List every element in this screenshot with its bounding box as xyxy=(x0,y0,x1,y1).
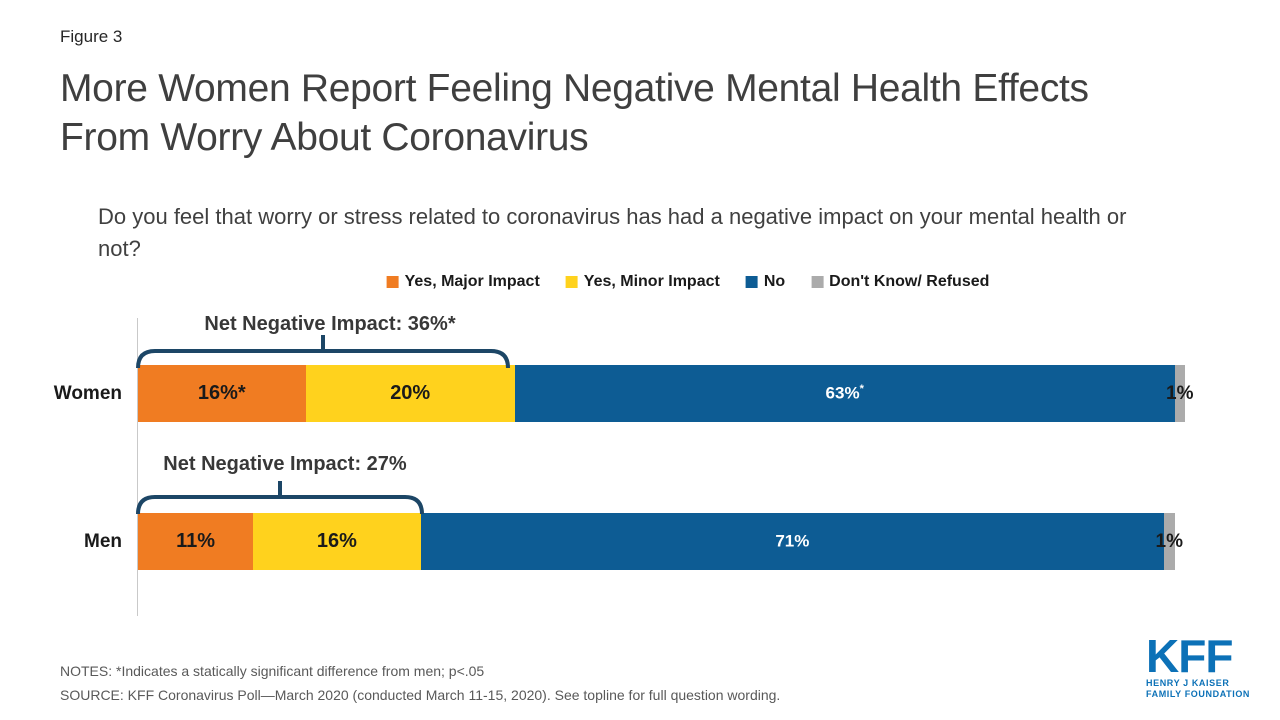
title-line-1: More Women Report Feeling Negative Menta… xyxy=(60,67,1089,110)
kff-logo-wordmark: KFF xyxy=(1146,630,1233,682)
legend-item-yes-major: Yes, Major Impact xyxy=(386,273,540,291)
net-impact-bracket-men xyxy=(136,481,424,515)
segment-value: 63% xyxy=(825,383,860,403)
bar-segment-men-yes-minor: 16% xyxy=(253,513,421,570)
legend-swatch-orange xyxy=(386,276,399,288)
bar-segment-women-no: 63%* xyxy=(514,365,1175,422)
bar-women: 16%* 20% 63%* 1% xyxy=(138,365,1193,422)
legend-label: No xyxy=(763,273,786,290)
legend-label: Yes, Major Impact xyxy=(404,273,540,290)
bar-segment-men-dont-know: 1% xyxy=(1156,513,1183,570)
legend-swatch-gray xyxy=(811,276,824,288)
net-impact-bracket-women xyxy=(136,335,510,369)
figure-label: Figure 3 xyxy=(60,27,123,46)
bar-men: 11% 16% 71% 1% xyxy=(138,513,1185,570)
legend-label: Don't Know/ Refused xyxy=(829,273,990,290)
segment-value-label: 1% xyxy=(1166,382,1194,404)
legend-swatch-blue xyxy=(745,276,758,288)
significance-asterisk: * xyxy=(859,383,864,396)
net-impact-label-women: Net Negative Impact: 36%* xyxy=(204,313,456,335)
kff-logo: KFF HENRY J KAISER FAMILY FOUNDATION xyxy=(1146,630,1251,700)
bar-segment-men-no: 71% xyxy=(420,513,1165,570)
segment-value-label: 71% xyxy=(775,531,809,552)
segment-value-label: 20% xyxy=(390,382,431,404)
kff-logo-line-1: HENRY J KAISER xyxy=(1146,678,1230,688)
notes-text: NOTES: *Indicates a statically significa… xyxy=(60,663,485,679)
source-text: SOURCE: KFF Coronavirus Poll—March 2020 … xyxy=(60,687,781,703)
y-axis-line xyxy=(137,318,138,616)
bar-segment-women-yes-major: 16%* xyxy=(138,365,306,422)
kff-logo-line-2: FAMILY FOUNDATION xyxy=(1146,689,1251,699)
legend-item-dont-know: Don't Know/ Refused xyxy=(811,273,989,291)
segment-value: 71% xyxy=(775,531,810,551)
survey-question: Do you feel that worry or stress related… xyxy=(98,204,1127,261)
category-label-women: Women xyxy=(53,382,122,404)
net-impact-label-men: Net Negative Impact: 27% xyxy=(163,453,407,475)
segment-value-label: 16%* xyxy=(197,382,246,404)
segment-value-label: 11% xyxy=(176,530,216,552)
segment-value-label: 63%* xyxy=(826,383,864,404)
page-title: More Women Report Feeling Negative Menta… xyxy=(60,64,1089,162)
category-label-men: Men xyxy=(84,530,122,552)
chart-legend: Yes, Major Impact Yes, Minor Impact No D… xyxy=(386,273,989,291)
legend-label: Yes, Minor Impact xyxy=(583,273,720,290)
title-line-2: From Worry About Coronavirus xyxy=(60,116,589,159)
legend-item-yes-minor: Yes, Minor Impact xyxy=(565,273,720,291)
segment-value-label: 16% xyxy=(316,530,357,552)
bar-segment-women-dont-know: 1% xyxy=(1166,365,1193,422)
legend-item-no: No xyxy=(745,273,786,291)
bar-segment-men-yes-major: 11% xyxy=(138,513,254,570)
legend-swatch-yellow xyxy=(565,276,578,288)
bar-segment-women-yes-minor: 20% xyxy=(305,365,515,422)
segment-value-label: 1% xyxy=(1155,530,1183,552)
